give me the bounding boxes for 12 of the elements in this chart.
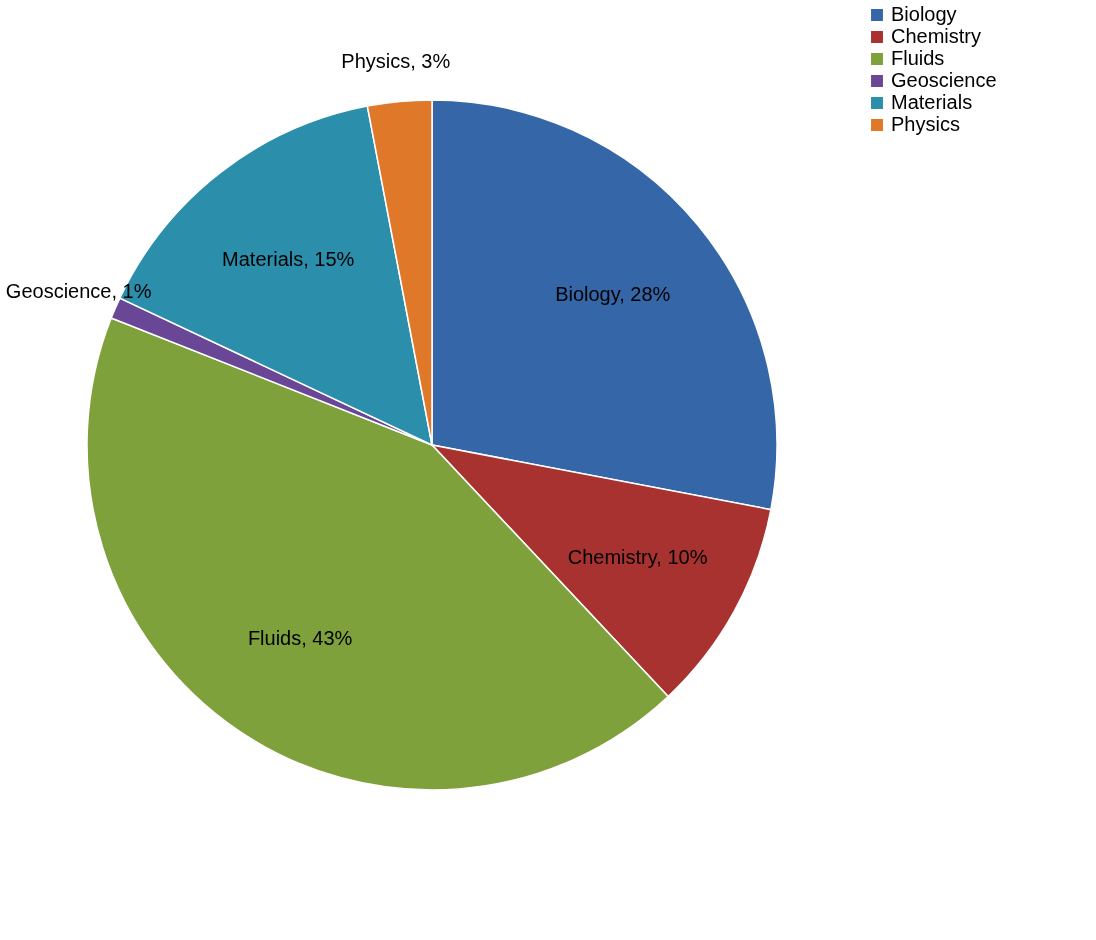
data-label: Chemistry, 10%: [567, 546, 708, 569]
legend-label: Chemistry: [891, 25, 982, 47]
legend-label: Fluids: [891, 47, 945, 69]
data-label: Biology, 28%: [555, 283, 671, 306]
data-label: Materials, 15%: [222, 247, 355, 270]
data-label: Geoscience, 1%: [5, 280, 152, 303]
data-label: Fluids, 43%: [247, 627, 353, 650]
legend-label: Materials: [891, 91, 973, 113]
legend-label: Physics: [891, 113, 960, 135]
legend-label: Biology: [891, 3, 957, 25]
data-label: Physics, 3%: [341, 49, 451, 72]
legend-label: Geoscience: [891, 69, 997, 91]
